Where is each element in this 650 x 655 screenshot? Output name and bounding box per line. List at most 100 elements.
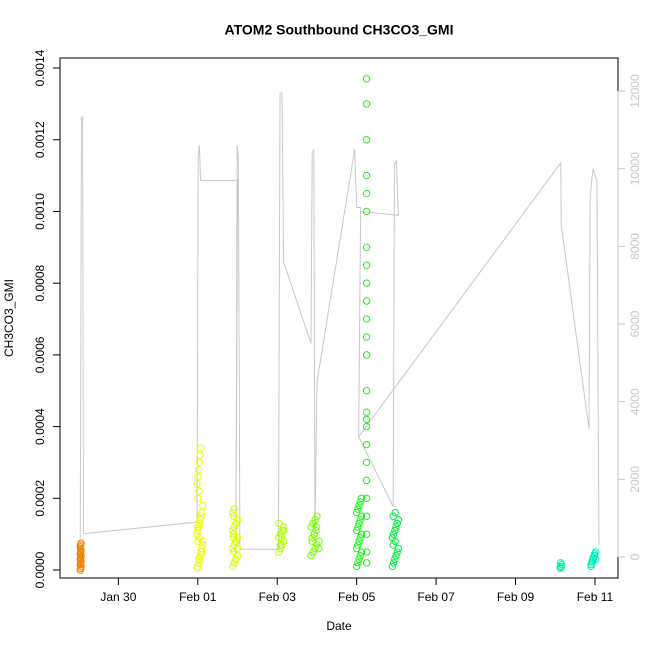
data-point [195,458,204,467]
data-point [194,473,202,481]
data-point [589,553,598,562]
data-point [352,562,361,571]
data-point [392,523,400,531]
data-point [197,512,205,520]
data-point [232,519,240,528]
data-point [588,557,596,565]
data-point [355,537,363,546]
y2-tick-label: 2000 [628,466,642,493]
data-point [315,544,323,553]
data-point [198,501,207,510]
data-point [356,551,364,560]
data-point [308,534,316,542]
data-point [194,494,202,502]
data-point [229,544,237,553]
data-point [276,544,285,553]
data-point [394,516,403,524]
data-point [356,534,364,542]
data-point [196,551,204,560]
data-point [587,560,595,569]
data-point [310,530,318,538]
altitude-line [79,92,600,550]
data-point [393,519,401,528]
data-point [275,519,283,528]
data-point [195,487,203,495]
data-point [312,526,320,535]
y-tick-label: 0.0002 [33,480,47,517]
data-point [354,505,362,513]
data-point [362,261,371,269]
x-tick-label: Feb 09 [497,590,535,604]
y2-tick-label: 6000 [628,310,642,337]
data-point [362,387,371,395]
y-tick-label: 0.0012 [33,121,47,158]
data-point [194,537,202,546]
data-point [233,544,242,553]
data-point [362,440,371,449]
data-point [230,559,239,567]
data-point [352,526,361,535]
data-point [362,530,371,538]
data-point [357,494,366,502]
data-point [307,523,315,531]
data-point [77,539,85,547]
data-point [362,476,371,485]
y2-tick-label: 8000 [628,233,642,260]
x-tick-label: Feb 01 [179,590,217,604]
x-tick-label: Feb 05 [338,590,376,604]
data-point [194,526,202,535]
data-point [309,548,317,556]
data-point [198,544,206,553]
data-point [198,537,207,546]
data-point [229,534,238,542]
data-point [308,537,316,546]
data-point [275,534,283,542]
data-point [229,526,237,535]
data-point [196,451,204,459]
data-point [354,541,362,549]
x-tick-label: Feb 11 [577,590,614,604]
data-point [362,494,371,502]
data-point [355,519,363,528]
y-tick-label: 0.0014 [33,49,47,86]
data-point [195,555,203,563]
data-point [230,523,239,531]
data-point [394,544,403,553]
data-point [313,512,321,520]
data-point [362,297,371,305]
data-point [389,530,398,538]
data-point [355,555,363,563]
data-point [357,530,366,538]
data-point [354,523,362,531]
data-point [194,465,203,474]
data-point [276,541,285,549]
data-point [311,544,319,553]
chart-title: ATOM2 Southbound CH3CO3_GMI [225,22,454,38]
data-point [194,559,203,567]
y-tick-label: 0.0004 [33,408,47,445]
data-point [362,136,371,144]
data-point [357,512,366,520]
data-point [388,534,397,542]
data-point [352,544,361,553]
data-point [279,523,288,531]
x-tick-label: Jan 30 [100,590,136,604]
x-axis-label: Date [326,619,352,633]
y-tick-label: 0.0000 [33,551,47,588]
x-tick-label: Feb 07 [417,590,455,604]
data-point [362,279,371,287]
data-point [362,559,371,567]
data-point [389,512,397,520]
data-point [356,516,364,524]
data-point [391,508,399,517]
data-point [313,541,321,549]
data-point [392,551,400,560]
data-point [229,508,237,517]
data-point [362,351,371,359]
data-point [356,498,364,506]
data-point [194,562,202,571]
data-point [362,315,371,323]
data-point [197,444,205,452]
x-tick-label: Feb 03 [259,590,297,604]
